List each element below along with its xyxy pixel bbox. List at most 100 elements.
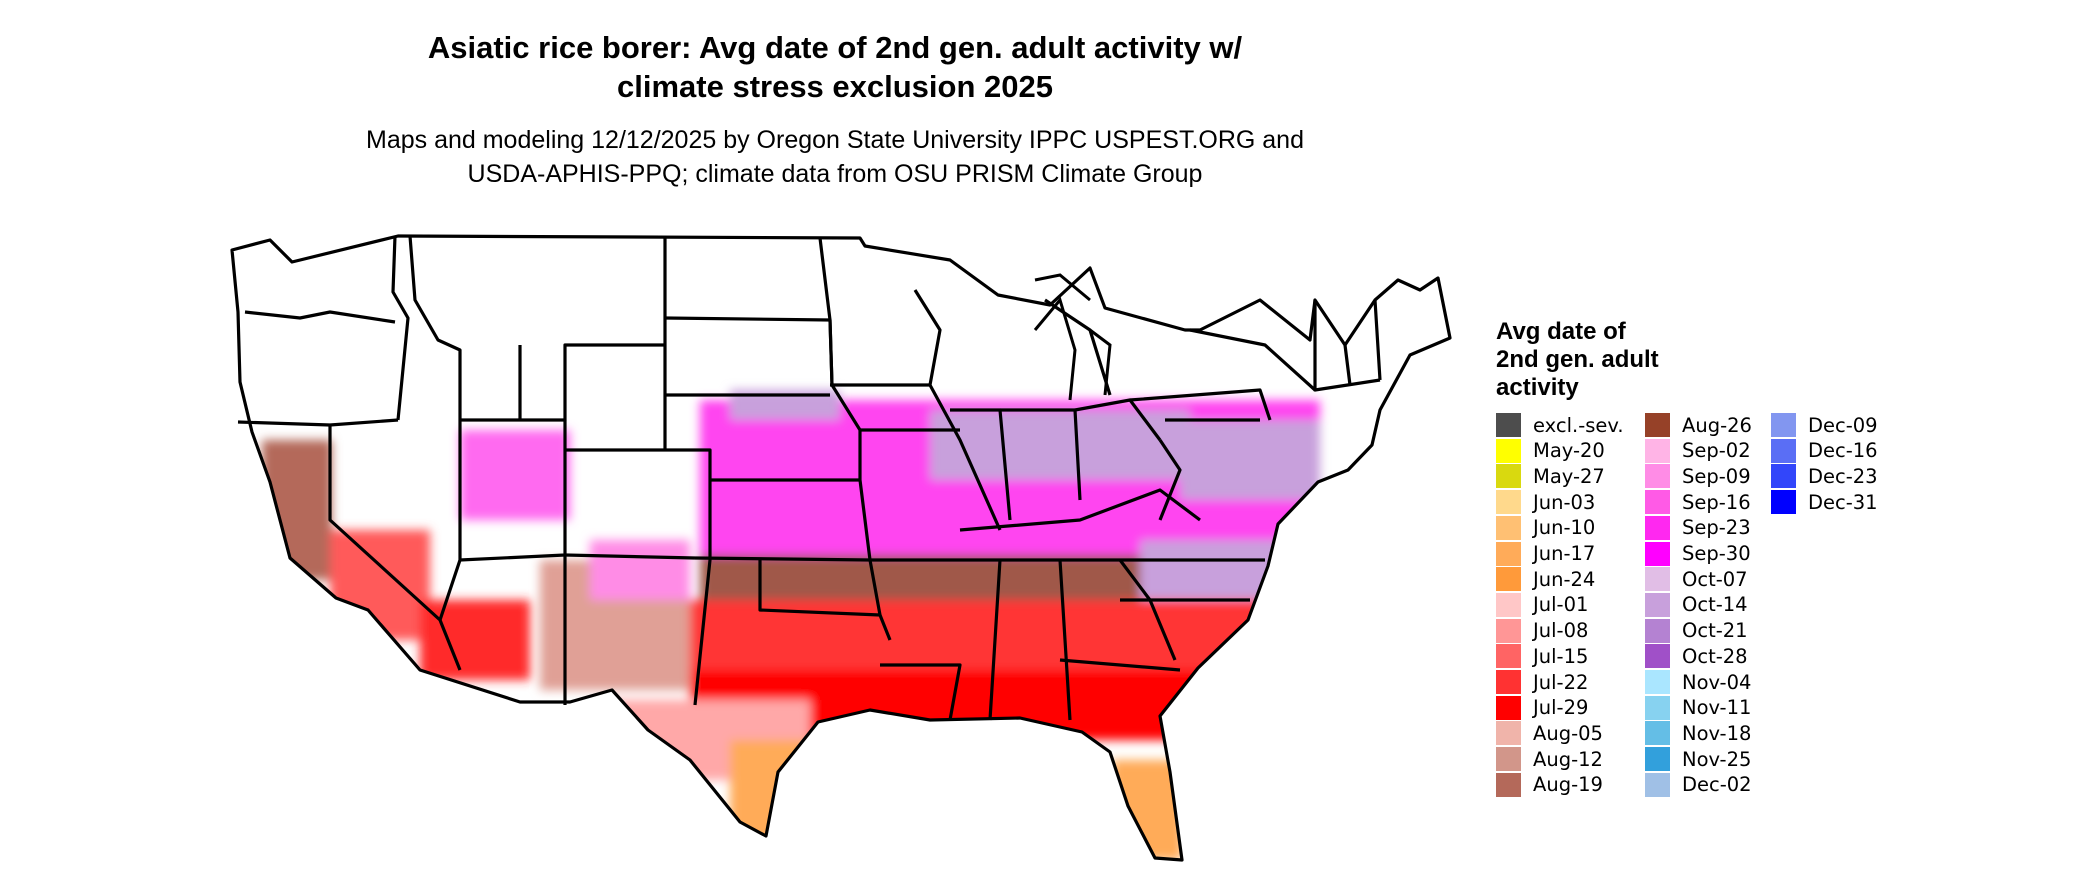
legend-item: Jul-29 [1496,695,1589,720]
legend-item: Aug-19 [1496,772,1603,797]
great-lakes-outline [1033,273,1112,401]
state-boundaries [230,234,1452,862]
legend-swatch [1645,490,1670,515]
legend-label: Aug-19 [1533,773,1603,797]
legend-swatch [1496,721,1521,746]
legend-item: Nov-25 [1645,747,1751,772]
legend-item: Jul-01 [1496,592,1589,617]
legend-label: Dec-16 [1808,439,1878,463]
legend-label: Jul-08 [1533,619,1589,643]
legend-label: Jul-22 [1533,670,1589,694]
legend-label: Sep-16 [1682,490,1751,514]
legend-title-line-3: activity [1496,374,1579,401]
legend-swatch [1496,592,1521,617]
legend-label: Dec-31 [1808,490,1878,514]
legend-item: Sep-23 [1645,515,1751,540]
legend-item: Jul-15 [1496,644,1589,669]
legend-label: Oct-14 [1682,593,1748,617]
legend-label: May-20 [1533,439,1605,463]
us-map [230,234,1452,862]
legend-label: Jul-01 [1533,593,1589,617]
map-title-line-2: climate stress exclusion 2025 [617,69,1053,104]
legend-item: Nov-18 [1645,721,1752,746]
legend-item: Aug-26 [1645,413,1752,437]
legend-title-line-2: 2nd gen. adult [1496,346,1659,373]
legend-label: excl.-sev. [1533,413,1624,437]
legend-item: Jul-22 [1496,670,1588,694]
map-title: Asiatic rice borer: Avg date of 2nd gen.… [300,28,1370,106]
legend-label: Aug-26 [1682,413,1752,437]
legend-swatch [1771,413,1796,437]
map-title-line-1: Asiatic rice borer: Avg date of 2nd gen.… [427,30,1243,65]
legend-swatch [1645,438,1670,463]
legend-item: Oct-07 [1645,567,1748,592]
legend-item: Jun-24 [1496,567,1596,592]
legend-swatch [1645,592,1670,617]
legend-swatch [1645,567,1670,592]
map-subtitle-line-1: Maps and modeling 12/12/2025 by Oregon S… [366,126,1304,154]
legend-label: Sep-09 [1682,464,1751,488]
legend-item: Jun-17 [1496,541,1596,566]
legend-item: Jun-10 [1496,515,1596,540]
legend-swatch [1496,747,1521,772]
legend-title: Avg date of 2nd gen. adult activity [1496,318,1756,402]
legend-label: Oct-21 [1682,619,1748,643]
legend-label: Jun-24 [1533,567,1596,591]
legend-label: Jul-29 [1533,696,1589,720]
legend-swatch [1645,670,1670,694]
legend-label: May-27 [1533,464,1605,488]
legend-swatch [1496,438,1521,463]
map-subtitle-line-2: USDA-APHIS-PPQ; climate data from OSU PR… [467,160,1203,188]
legend-label: Jun-17 [1533,542,1596,565]
legend-item: Nov-04 [1645,670,1751,694]
legend-item: Dec-23 [1771,464,1878,489]
legend-item: Oct-28 [1645,644,1748,669]
legend-label: Jun-03 [1533,490,1596,514]
legend-swatch [1496,567,1521,592]
legend-item: Dec-31 [1771,490,1878,515]
legend-swatch [1496,618,1521,643]
legend-label: Dec-09 [1808,413,1878,437]
legend-label: Nov-11 [1682,696,1752,720]
legend-swatch [1645,541,1670,566]
legend-swatch [1645,515,1670,540]
legend-item: Sep-30 [1645,541,1751,566]
legend-label: Jul-15 [1533,644,1589,668]
legend-swatch [1496,490,1521,515]
legend-label: Jun-10 [1533,516,1596,540]
legend-swatch [1645,464,1670,489]
legend-item: Aug-05 [1496,721,1603,746]
legend-swatch [1771,464,1796,489]
legend-swatch [1645,747,1670,772]
legend-swatch [1771,490,1796,515]
legend-item: Oct-14 [1645,592,1748,617]
legend-item: May-20 [1496,438,1605,463]
legend-swatch [1645,695,1670,720]
legend-swatch [1496,695,1521,720]
legend-item: excl.-sev. [1496,413,1624,437]
legend-swatch [1496,413,1521,437]
legend-item: Oct-21 [1645,618,1748,643]
map-subtitle: Maps and modeling 12/12/2025 by Oregon S… [300,123,1370,191]
legend-swatch [1496,644,1521,669]
legend-item: Nov-11 [1645,695,1752,720]
legend-item: May-27 [1496,464,1605,489]
legend-label: Nov-04 [1682,670,1752,694]
legend-swatch [1496,515,1521,540]
legend-label: Aug-05 [1533,721,1603,745]
legend-item: Aug-12 [1496,747,1603,772]
legend-item: Jul-08 [1496,618,1589,643]
legend-swatch [1496,772,1521,797]
legend-label: Nov-18 [1682,721,1752,745]
legend-label: Sep-23 [1682,516,1751,540]
legend-swatch [1496,464,1521,489]
legend-label: Sep-02 [1682,439,1751,463]
legend-swatch [1645,772,1670,797]
legend-item: Sep-16 [1645,490,1751,515]
legend-item: Dec-09 [1771,413,1878,437]
legend-item: Dec-02 [1645,772,1752,797]
legend-item: Sep-02 [1645,438,1751,463]
legend-label: Dec-23 [1808,464,1878,488]
legend-item: Sep-09 [1645,464,1751,489]
legend-swatch [1645,618,1670,643]
